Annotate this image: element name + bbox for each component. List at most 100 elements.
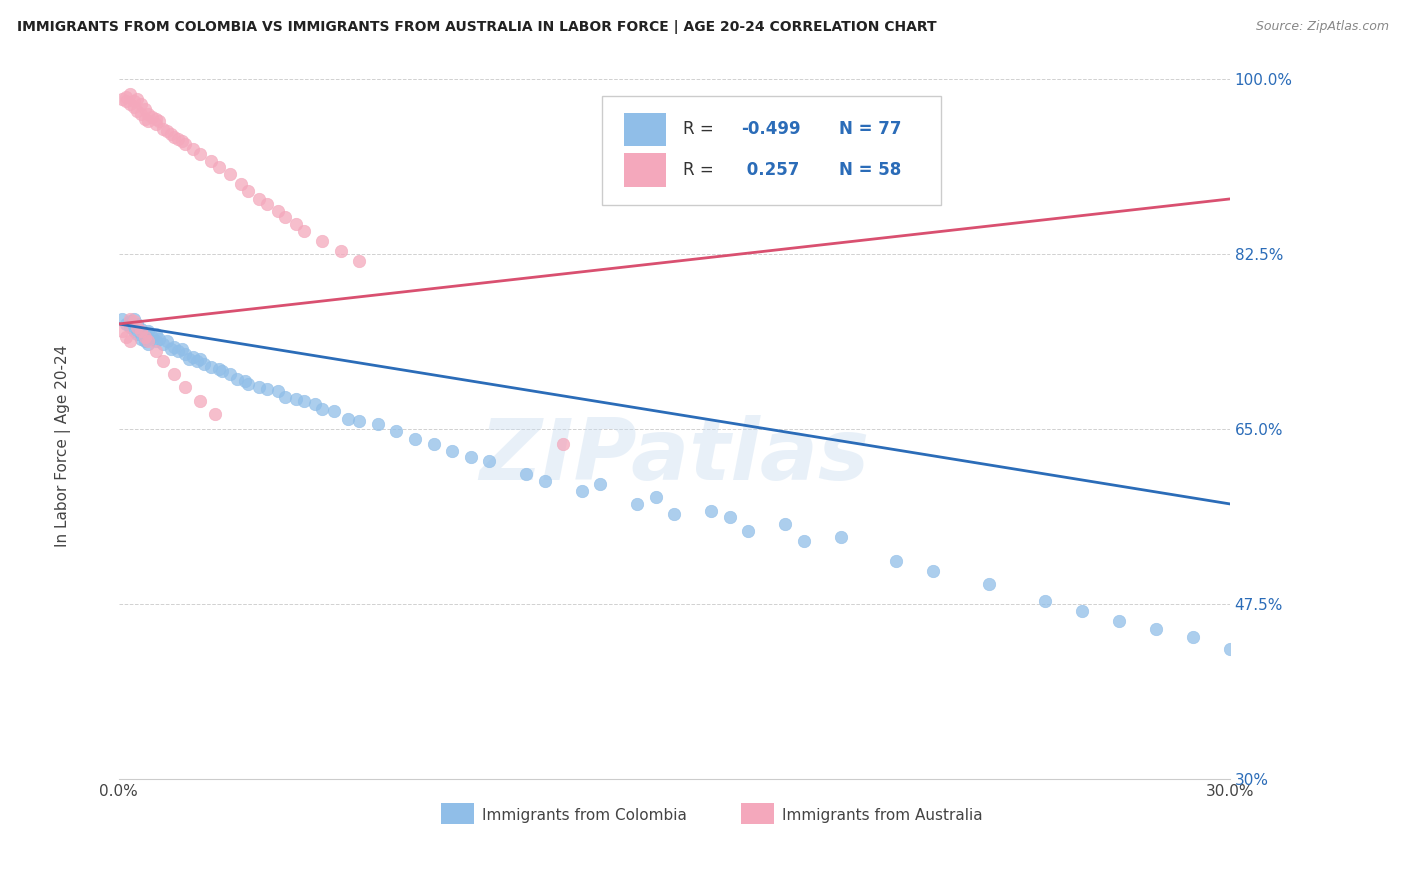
Point bbox=[238, 184, 260, 198]
Point bbox=[664, 507, 686, 521]
Point bbox=[626, 497, 648, 511]
Point bbox=[148, 332, 170, 346]
Point bbox=[145, 343, 167, 358]
Point bbox=[292, 224, 315, 238]
Point bbox=[167, 132, 190, 146]
Text: R =: R = bbox=[683, 120, 718, 138]
Point bbox=[118, 320, 141, 334]
Point bbox=[129, 322, 152, 336]
Point bbox=[159, 127, 181, 141]
Point bbox=[134, 330, 156, 344]
Point bbox=[152, 354, 174, 368]
Point bbox=[115, 90, 138, 104]
Point bbox=[256, 382, 278, 396]
Text: N = 77: N = 77 bbox=[838, 120, 901, 138]
Point bbox=[127, 103, 149, 118]
Point bbox=[138, 337, 160, 351]
Point bbox=[204, 407, 226, 421]
Bar bbox=[624, 112, 666, 146]
Point bbox=[138, 114, 160, 128]
Point bbox=[304, 397, 326, 411]
Point bbox=[141, 110, 163, 124]
Point bbox=[367, 417, 389, 431]
Point bbox=[129, 107, 152, 121]
Point bbox=[329, 244, 352, 258]
Point bbox=[111, 312, 134, 326]
Point bbox=[349, 414, 371, 428]
Point bbox=[129, 324, 152, 338]
Point bbox=[208, 160, 231, 174]
Point bbox=[134, 334, 156, 348]
Text: In Labor Force | Age 20-24: In Labor Force | Age 20-24 bbox=[55, 345, 72, 547]
Point bbox=[134, 112, 156, 126]
Point bbox=[122, 324, 145, 338]
Point bbox=[127, 326, 149, 341]
Point bbox=[200, 153, 222, 168]
Bar bbox=[441, 804, 474, 824]
Point bbox=[186, 354, 208, 368]
Point bbox=[193, 357, 215, 371]
Point bbox=[922, 564, 945, 578]
Point bbox=[1070, 604, 1092, 618]
Point bbox=[830, 530, 852, 544]
Point bbox=[127, 320, 149, 334]
Point bbox=[1181, 630, 1204, 644]
Point bbox=[1219, 641, 1241, 656]
Point bbox=[167, 343, 190, 358]
Point bbox=[311, 234, 333, 248]
Point bbox=[267, 203, 290, 218]
Point bbox=[229, 177, 252, 191]
Point bbox=[226, 372, 249, 386]
Point bbox=[118, 312, 141, 326]
Point bbox=[211, 364, 233, 378]
Point bbox=[441, 443, 464, 458]
Point bbox=[174, 347, 197, 361]
Point bbox=[267, 384, 290, 398]
Point bbox=[177, 351, 200, 366]
Point bbox=[249, 192, 271, 206]
Point bbox=[256, 197, 278, 211]
Point bbox=[181, 350, 204, 364]
Point bbox=[138, 324, 160, 338]
Point bbox=[322, 404, 344, 418]
Point bbox=[145, 334, 167, 348]
Point bbox=[118, 97, 141, 112]
Point bbox=[188, 393, 211, 408]
Point bbox=[138, 107, 160, 121]
Point bbox=[159, 342, 181, 356]
Text: -0.499: -0.499 bbox=[741, 120, 800, 138]
Point bbox=[145, 326, 167, 341]
Point bbox=[1108, 614, 1130, 628]
Text: ZIPatlas: ZIPatlas bbox=[479, 416, 869, 499]
Point bbox=[478, 454, 501, 468]
Point bbox=[138, 334, 160, 348]
Point bbox=[156, 124, 179, 138]
Point bbox=[385, 424, 408, 438]
Point bbox=[460, 450, 482, 464]
Point bbox=[1144, 622, 1167, 636]
Text: 0.257: 0.257 bbox=[741, 161, 799, 179]
Point bbox=[115, 317, 138, 331]
Point bbox=[118, 334, 141, 348]
Point bbox=[115, 94, 138, 108]
Point bbox=[163, 130, 186, 145]
Point bbox=[737, 524, 759, 538]
Point bbox=[349, 254, 371, 268]
Point bbox=[141, 330, 163, 344]
Point bbox=[644, 490, 666, 504]
Bar bbox=[624, 153, 666, 186]
Point bbox=[134, 102, 156, 116]
Point bbox=[249, 380, 271, 394]
Point bbox=[977, 577, 1000, 591]
Point bbox=[337, 412, 360, 426]
Bar bbox=[741, 804, 775, 824]
Point bbox=[111, 92, 134, 106]
Point bbox=[292, 393, 315, 408]
Point bbox=[188, 351, 211, 366]
Point bbox=[163, 367, 186, 381]
Text: Immigrants from Australia: Immigrants from Australia bbox=[782, 808, 983, 822]
Point bbox=[274, 390, 297, 404]
Point bbox=[129, 97, 152, 112]
Point bbox=[129, 332, 152, 346]
Point bbox=[1033, 594, 1056, 608]
